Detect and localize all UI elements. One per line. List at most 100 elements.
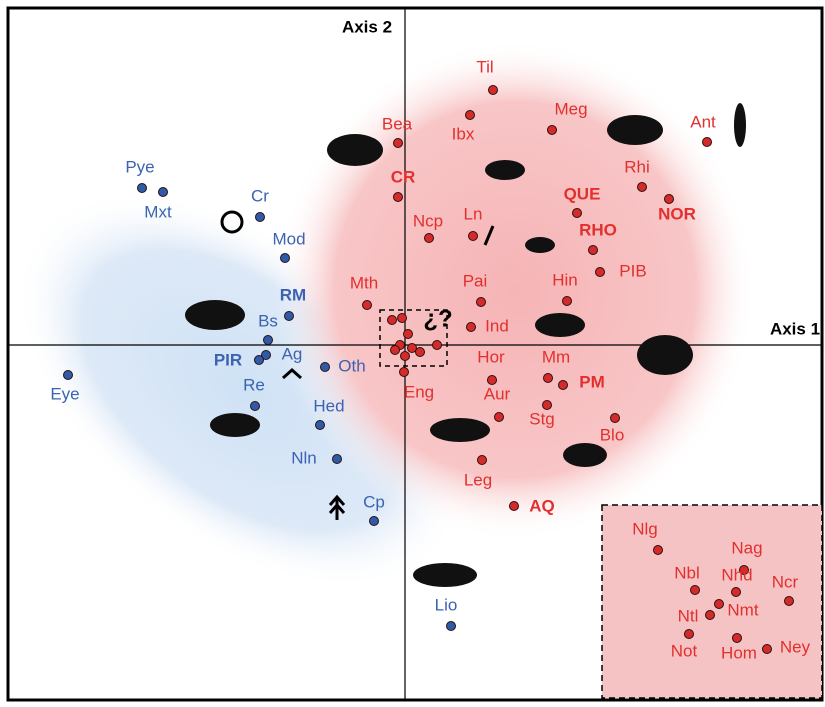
reindeer-silhouette — [210, 413, 260, 437]
point — [466, 111, 475, 120]
aurochs-silhouette — [430, 418, 490, 442]
point — [544, 374, 553, 383]
point-label: Pai — [463, 271, 488, 290]
point — [573, 209, 582, 218]
point — [589, 246, 598, 255]
y-axis-label: Axis 2 — [342, 17, 392, 36]
point-label: Re — [243, 375, 265, 394]
point — [394, 193, 403, 202]
point-label: Ney — [780, 637, 811, 656]
point-label: PIR — [214, 350, 242, 369]
point — [363, 301, 372, 310]
point — [715, 600, 724, 609]
horse-silhouette — [535, 313, 585, 337]
stag-silhouette — [563, 443, 607, 467]
point-label: Mm — [542, 347, 570, 366]
point — [401, 352, 410, 361]
point — [321, 363, 330, 372]
ibex-silhouette — [485, 160, 525, 180]
point-label: Nmt — [727, 600, 758, 619]
point-label: Lio — [435, 595, 458, 614]
point — [685, 630, 694, 639]
x-axis-label: Axis 1 — [770, 319, 820, 338]
point-label: RM — [280, 285, 306, 304]
point — [394, 139, 403, 148]
point — [391, 346, 400, 355]
point — [638, 183, 647, 192]
point — [548, 126, 557, 135]
point — [691, 586, 700, 595]
point-label: Cr — [251, 186, 269, 205]
point-label: Ncr — [772, 572, 799, 591]
point-label: Ag — [282, 344, 303, 363]
bison-silhouette — [185, 300, 245, 330]
point-label: Stg — [529, 409, 555, 428]
point-label: Rhi — [624, 157, 650, 176]
deer-silhouette — [525, 237, 555, 253]
point-label: Nln — [291, 448, 317, 467]
point-label: Hom — [721, 643, 757, 662]
point — [559, 381, 568, 390]
point-label: Ln — [464, 204, 483, 223]
point-label: Nag — [731, 538, 762, 557]
point-label: Nhd — [721, 565, 752, 584]
lion-silhouette — [413, 563, 477, 587]
red-region — [275, 40, 755, 540]
point — [467, 323, 476, 332]
point — [478, 456, 487, 465]
point-label: Til — [476, 57, 493, 76]
point-label: Bea — [382, 114, 413, 133]
bear-silhouette — [327, 134, 383, 166]
point — [763, 645, 772, 654]
point-label: Aur — [484, 384, 511, 403]
point — [477, 298, 486, 307]
chart: ¿? Axis 2 Axis 1 TilIbxMegAntBeaCRRhiQUE… — [0, 0, 825, 707]
point — [654, 546, 663, 555]
point-label: Blo — [600, 425, 625, 444]
point-label: Ibx — [452, 124, 475, 143]
mammoth-silhouette — [637, 335, 693, 375]
point — [447, 622, 456, 631]
point-label: Nbl — [674, 563, 700, 582]
point — [264, 336, 273, 345]
point — [433, 341, 442, 350]
point — [138, 184, 147, 193]
point-label: AQ — [529, 496, 555, 515]
human-silhouette — [734, 103, 746, 147]
point — [785, 597, 794, 606]
point — [400, 368, 409, 377]
point-label: Hin — [552, 270, 578, 289]
point — [159, 188, 168, 197]
point-label: Eng — [404, 382, 434, 401]
point-label: Eye — [50, 384, 79, 403]
point — [732, 588, 741, 597]
point-label: NOR — [658, 204, 696, 223]
point — [733, 634, 742, 643]
point — [488, 376, 497, 385]
point-label: Mod — [272, 229, 305, 248]
point-label: Nlg — [632, 519, 658, 538]
annotation: ¿? — [423, 305, 452, 332]
point — [416, 348, 425, 357]
point-label: RHO — [579, 220, 617, 239]
point — [251, 402, 260, 411]
point — [596, 268, 605, 277]
point-label: Hed — [313, 396, 344, 415]
point — [255, 356, 264, 365]
point — [665, 195, 674, 204]
point-label: Hor — [477, 347, 505, 366]
point — [404, 330, 413, 339]
point — [281, 254, 290, 263]
point — [285, 312, 294, 321]
rhino-silhouette — [607, 115, 663, 145]
point — [703, 138, 712, 147]
point-label: Ncp — [413, 211, 443, 230]
point-label: Pye — [125, 157, 154, 176]
point-label: Leg — [464, 470, 492, 489]
point-label: Not — [671, 641, 698, 660]
point-label: Oth — [338, 356, 365, 375]
point — [256, 213, 265, 222]
page: {"chart_data": [ {"type": "scatter", "xl… — [0, 0, 825, 707]
point — [611, 414, 620, 423]
point-label: Ant — [690, 112, 716, 131]
